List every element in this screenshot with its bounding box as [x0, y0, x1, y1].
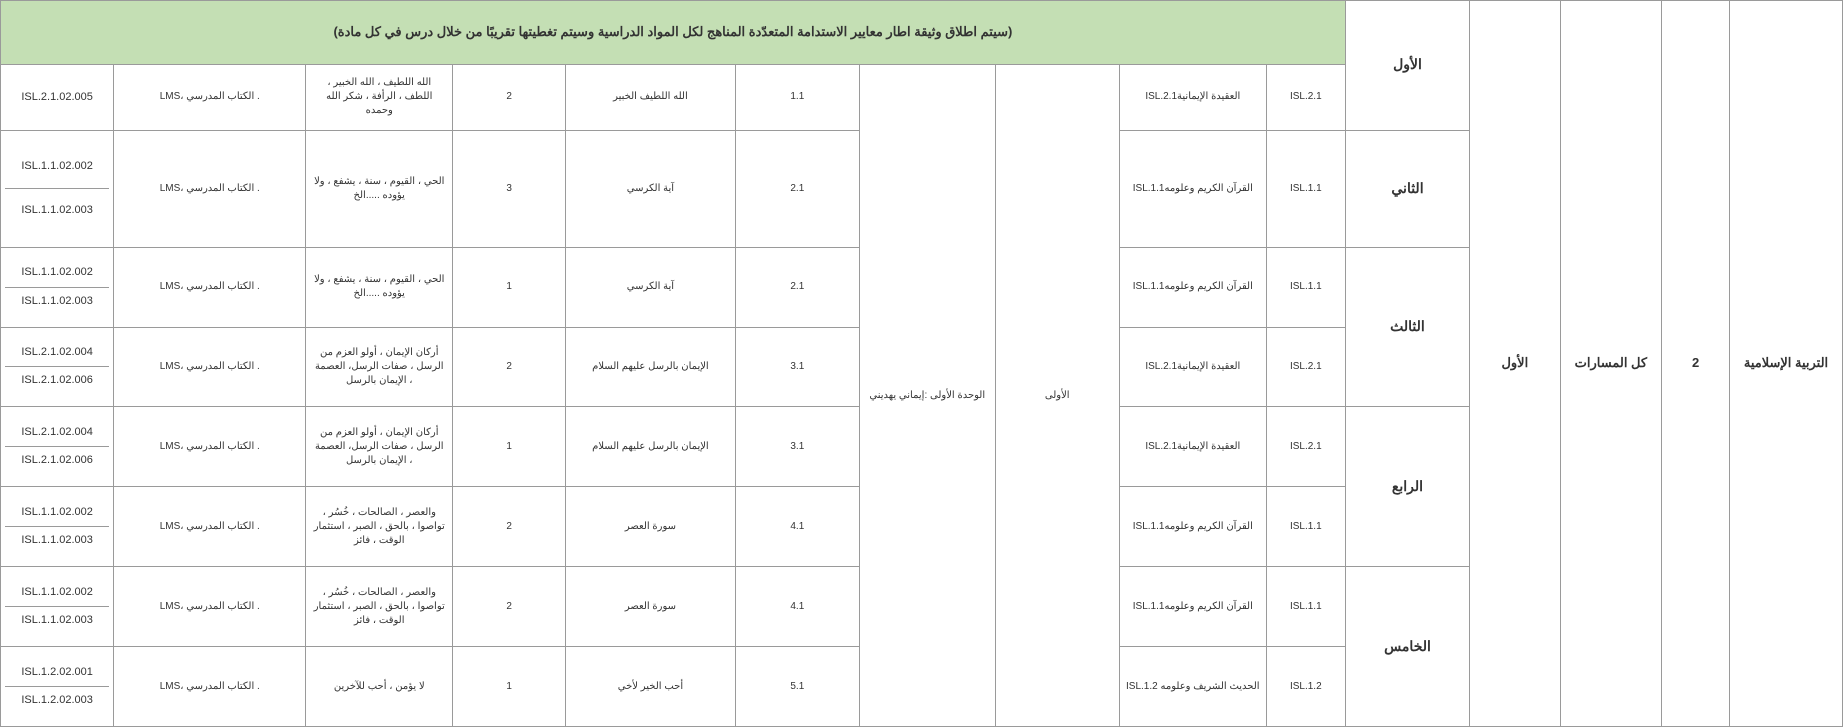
- code-line: ISL.1.1.02.003: [5, 288, 109, 315]
- std-label: القرآن الكريم وعلومهISL.1.1: [1119, 567, 1266, 647]
- vocab: والعصر ، الصالحات ، خُسُر ، تواصوا ، بال…: [306, 487, 453, 567]
- curriculum-table: التربية الإسلامية 2 كل المسارات الأول ال…: [0, 0, 1843, 727]
- lesson-no: 5.1: [735, 647, 859, 727]
- periods: 2: [453, 567, 566, 647]
- lesson: سورة العصر: [566, 567, 735, 647]
- std-code: ISL.1.1: [1266, 130, 1345, 247]
- code-line: ISL.1.2.02.003: [5, 687, 109, 714]
- periods: 1: [453, 247, 566, 327]
- resources: . الكتاب المدرسي ،LMS: [114, 647, 306, 727]
- vocab: والعصر ، الصالحات ، خُسُر ، تواصوا ، بال…: [306, 567, 453, 647]
- vocab: لا يؤمن ، أحب للآخرين: [306, 647, 453, 727]
- codes: ISL.2.1.02.005: [1, 65, 114, 130]
- week-4: الرابع: [1345, 407, 1469, 567]
- std-code: ISL.1.1: [1266, 567, 1345, 647]
- unit-title: الوحدة الأولى :إيماني يهديني: [859, 65, 995, 727]
- resources: . الكتاب المدرسي ،LMS: [114, 327, 306, 407]
- periods: 1: [453, 407, 566, 487]
- lesson: أحب الخير لأخي: [566, 647, 735, 727]
- std-code: ISL.2.1: [1266, 65, 1345, 130]
- week-5: الخامس: [1345, 567, 1469, 727]
- lesson: الإيمان بالرسل عليهم السلام: [566, 327, 735, 407]
- std-label: الحديث الشريف وعلومه ISL.1.2: [1119, 647, 1266, 727]
- banner-row: التربية الإسلامية 2 كل المسارات الأول ال…: [1, 1, 1843, 65]
- codes: ISL.1.1.02.002 ISL.1.1.02.003: [1, 247, 114, 327]
- std-code: ISL.2.1: [1266, 327, 1345, 407]
- std-label: العقيدة الإيمانيةISL.2.1: [1119, 407, 1266, 487]
- periods: 2: [453, 487, 566, 567]
- codes: ISL.1.1.02.002 ISL.1.1.02.003: [1, 130, 114, 247]
- lesson: آية الكرسي: [566, 130, 735, 247]
- vocab: الحي ، القيوم ، سنة ، يشفع ، ولا يؤوده .…: [306, 247, 453, 327]
- periods: 2: [453, 65, 566, 130]
- periods: 1: [453, 647, 566, 727]
- lesson: الإيمان بالرسل عليهم السلام: [566, 407, 735, 487]
- track-cell: كل المسارات: [1560, 1, 1662, 727]
- banner-text: (سيتم اطلاق وثيقة اطار معايير الاستدامة …: [1, 1, 1346, 65]
- subject-cell: التربية الإسلامية: [1730, 1, 1843, 727]
- code-line: ISL.2.1.02.006: [5, 447, 109, 474]
- code-line: ISL.2.1.02.005: [5, 76, 109, 119]
- resources: . الكتاب المدرسي ،LMS: [114, 130, 306, 247]
- code-line: ISL.2.1.02.004: [5, 419, 109, 447]
- vocab: الحي ، القيوم ، سنة ، يشفع ، ولا يؤوده .…: [306, 130, 453, 247]
- semester-cell: الأول: [1470, 1, 1560, 727]
- std-code: ISL.1.2: [1266, 647, 1345, 727]
- codes: ISL.2.1.02.004 ISL.2.1.02.006: [1, 327, 114, 407]
- periods: 3: [453, 130, 566, 247]
- code-line: ISL.1.1.02.002: [5, 259, 109, 287]
- std-label: القرآن الكريم وعلومهISL.1.1: [1119, 130, 1266, 247]
- codes: ISL.1.1.02.002 ISL.1.1.02.003: [1, 567, 114, 647]
- std-code: ISL.2.1: [1266, 407, 1345, 487]
- week-2: الثاني: [1345, 130, 1469, 247]
- lesson-no: 3.1: [735, 407, 859, 487]
- lesson: آية الكرسي: [566, 247, 735, 327]
- vocab: أركان الإيمان ، أولو العزم من الرسل ، صف…: [306, 407, 453, 487]
- resources: . الكتاب المدرسي ،LMS: [114, 567, 306, 647]
- resources: . الكتاب المدرسي ،LMS: [114, 487, 306, 567]
- code-line: ISL.2.1.02.006: [5, 367, 109, 394]
- unit-group: الأولى: [995, 65, 1119, 727]
- lesson-no: 2.1: [735, 247, 859, 327]
- lesson-no: 3.1: [735, 327, 859, 407]
- code-line: ISL.1.2.02.001: [5, 659, 109, 687]
- vocab: أركان الإيمان ، أولو العزم من الرسل ، صف…: [306, 327, 453, 407]
- code-line: ISL.1.1.02.003: [5, 607, 109, 634]
- lesson-no: 1.1: [735, 65, 859, 130]
- lesson: الله اللطيف الخبير: [566, 65, 735, 130]
- std-label: العقيدة الإيمانيةISL.2.1: [1119, 65, 1266, 130]
- std-code: ISL.1.1: [1266, 247, 1345, 327]
- std-label: العقيدة الإيمانيةISL.2.1: [1119, 327, 1266, 407]
- std-code: ISL.1.1: [1266, 487, 1345, 567]
- page-root: التربية الإسلامية 2 كل المسارات الأول ال…: [0, 0, 1843, 727]
- codes: ISL.2.1.02.004 ISL.2.1.02.006: [1, 407, 114, 487]
- vocab: الله اللطيف ، الله الخبير ، اللطف ، الرأ…: [306, 65, 453, 130]
- resources: . الكتاب المدرسي ،LMS: [114, 407, 306, 487]
- code-line: ISL.1.1.02.002: [5, 145, 109, 189]
- resources: . الكتاب المدرسي ،LMS: [114, 65, 306, 130]
- codes: ISL.1.1.02.002 ISL.1.1.02.003: [1, 487, 114, 567]
- grade-cell: 2: [1662, 1, 1730, 727]
- codes: ISL.1.2.02.001 ISL.1.2.02.003: [1, 647, 114, 727]
- resources: . الكتاب المدرسي ،LMS: [114, 247, 306, 327]
- code-line: ISL.1.1.02.003: [5, 527, 109, 554]
- lesson-no: 2.1: [735, 130, 859, 247]
- code-line: ISL.2.1.02.004: [5, 339, 109, 367]
- std-label: القرآن الكريم وعلومهISL.1.1: [1119, 247, 1266, 327]
- week-3: الثالث: [1345, 247, 1469, 407]
- code-line: ISL.1.1.02.002: [5, 579, 109, 607]
- code-line: ISL.1.1.02.003: [5, 189, 109, 232]
- periods: 2: [453, 327, 566, 407]
- lesson-no: 4.1: [735, 487, 859, 567]
- week-1: الأول: [1345, 1, 1469, 131]
- std-label: القرآن الكريم وعلومهISL.1.1: [1119, 487, 1266, 567]
- code-line: ISL.1.1.02.002: [5, 499, 109, 527]
- lesson: سورة العصر: [566, 487, 735, 567]
- lesson-no: 4.1: [735, 567, 859, 647]
